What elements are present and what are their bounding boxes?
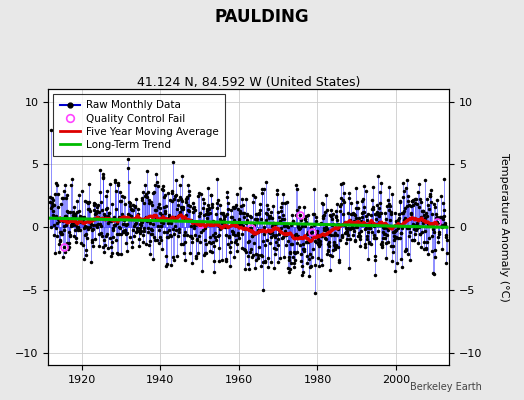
Legend: Raw Monthly Data, Quality Control Fail, Five Year Moving Average, Long-Term Tren: Raw Monthly Data, Quality Control Fail, … bbox=[53, 94, 225, 156]
Text: Berkeley Earth: Berkeley Earth bbox=[410, 382, 482, 392]
Text: PAULDING: PAULDING bbox=[215, 8, 309, 26]
Title: 41.124 N, 84.592 W (United States): 41.124 N, 84.592 W (United States) bbox=[137, 76, 361, 89]
Y-axis label: Temperature Anomaly (°C): Temperature Anomaly (°C) bbox=[499, 153, 509, 302]
